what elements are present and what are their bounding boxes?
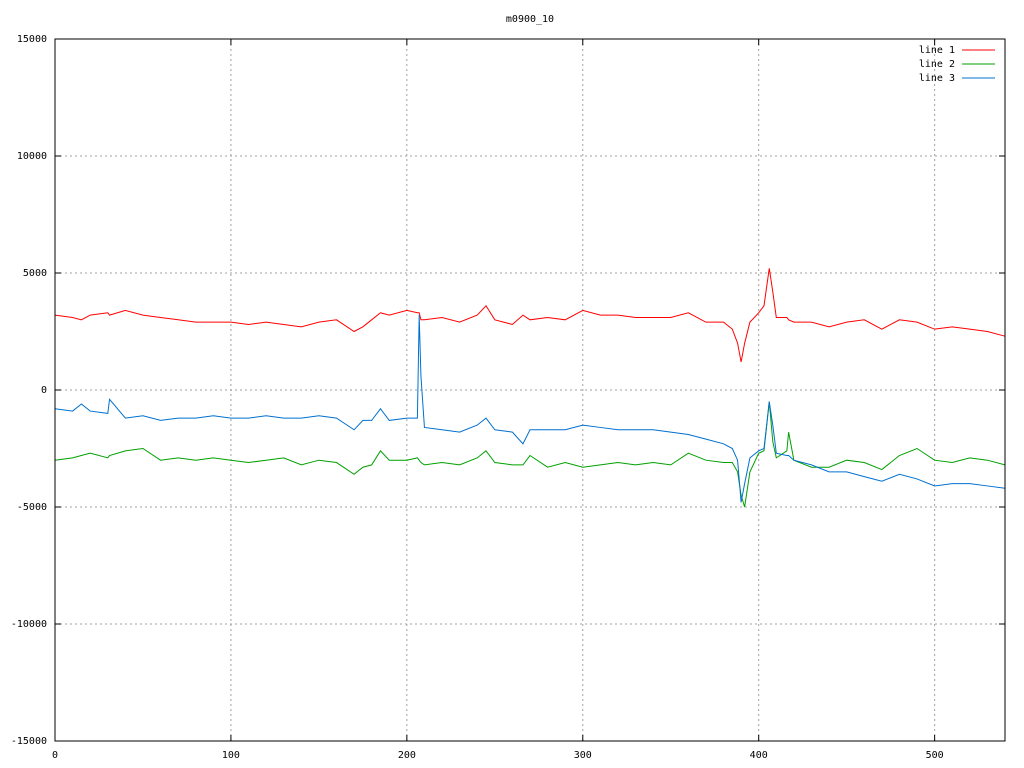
plot-border bbox=[54, 38, 1006, 742]
y-tick-label: 0 bbox=[41, 385, 47, 396]
legend-label: line 1 bbox=[919, 45, 955, 56]
data-line bbox=[54, 315, 1006, 503]
x-tick-label: 200 bbox=[398, 750, 416, 761]
x-tick-label: 400 bbox=[750, 750, 768, 761]
y-tick-label: -5000 bbox=[17, 502, 47, 513]
x-tick-label: 0 bbox=[52, 750, 58, 761]
data-line bbox=[54, 268, 1006, 363]
legend-label: line 2 bbox=[919, 59, 955, 70]
x-tick-label: 100 bbox=[222, 750, 240, 761]
chart-title: m0900_10 bbox=[506, 14, 554, 25]
x-tick-label: 500 bbox=[926, 750, 944, 761]
y-tick-label: 10000 bbox=[17, 151, 47, 162]
y-tick-label: -10000 bbox=[11, 619, 47, 630]
x-tick-label: 300 bbox=[574, 750, 592, 761]
y-tick-label: -15000 bbox=[11, 736, 47, 747]
legend-label: line 3 bbox=[919, 73, 955, 84]
y-tick-label: 15000 bbox=[17, 34, 47, 45]
y-tick-label: 5000 bbox=[23, 268, 47, 279]
